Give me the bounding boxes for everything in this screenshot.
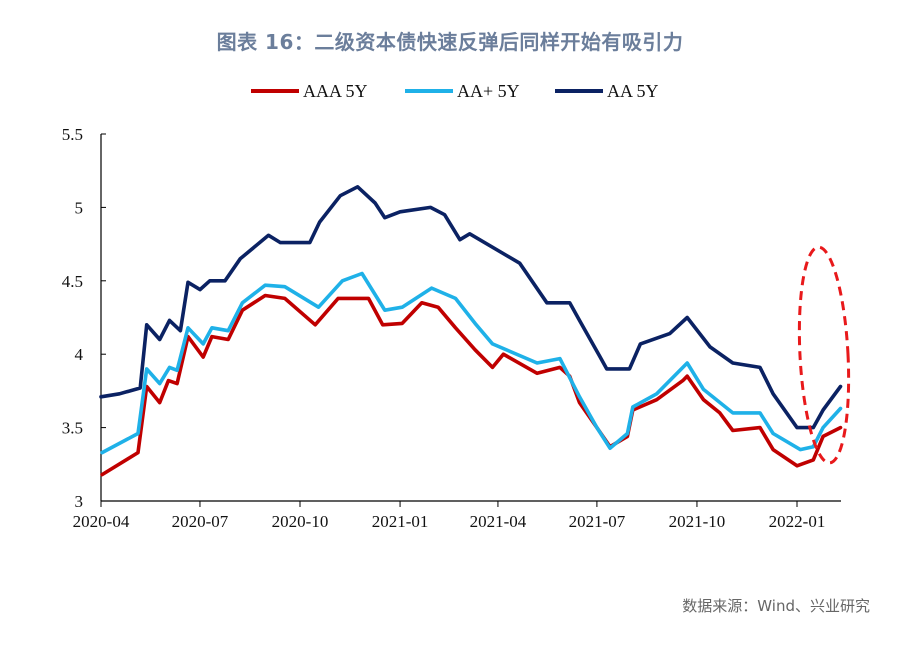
x-tick-label: 2021-07 xyxy=(569,512,626,531)
series-line-aaplus-5y xyxy=(100,271,843,455)
series-line-aaa-5y xyxy=(100,293,843,477)
legend: AAA 5Y AA+ 5Y AA 5Y xyxy=(251,81,659,101)
axes: 3 3.5 4 4.5 5 5.5 2020-04 2020-07 2020-10 2021-01… xyxy=(62,125,841,531)
chart-title: 图表 16：二级资本债快速反弹后同样开始有吸引力 xyxy=(216,30,684,54)
highlight-ellipse-annotation xyxy=(797,245,851,465)
x-tick-label: 2020-10 xyxy=(272,512,329,531)
x-tick-label: 2021-10 xyxy=(669,512,726,531)
y-tick-label: 4.5 xyxy=(62,272,83,291)
legend-label-aaa-5y: AAA 5Y xyxy=(303,81,368,101)
y-tick-label: 3 xyxy=(75,492,84,511)
y-tick-label: 5 xyxy=(75,198,84,217)
series-lines xyxy=(99,185,843,477)
y-tick-label: 4 xyxy=(75,345,84,364)
x-tick-label: 2020-07 xyxy=(172,512,229,531)
legend-label-aaplus-5y: AA+ 5Y xyxy=(457,81,520,101)
x-tick-label: 2020-04 xyxy=(73,512,130,531)
x-tick-label: 2021-04 xyxy=(470,512,527,531)
series-line-aa-5y xyxy=(99,185,843,430)
source-note: 数据来源：Wind、兴业研究 xyxy=(682,597,870,615)
x-tick-label: 2021-01 xyxy=(372,512,429,531)
y-tick-label: 5.5 xyxy=(62,125,83,144)
legend-label-aa-5y: AA 5Y xyxy=(607,81,659,101)
x-tick-label: 2022-01 xyxy=(769,512,826,531)
y-tick-label: 3.5 xyxy=(62,419,83,438)
